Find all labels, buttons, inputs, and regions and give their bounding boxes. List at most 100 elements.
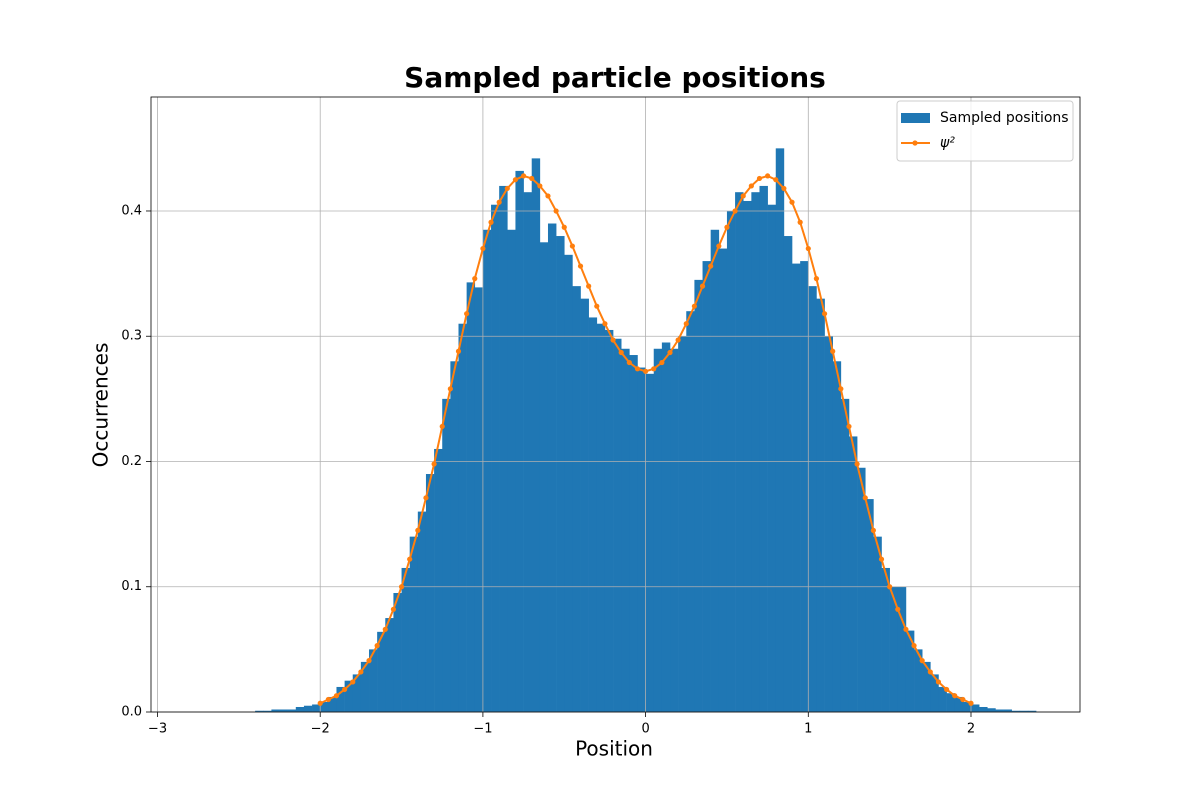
histogram-bar <box>938 686 947 712</box>
line-marker <box>561 224 567 230</box>
line-marker <box>447 386 453 392</box>
histogram-bar <box>303 705 313 712</box>
line-marker <box>488 219 494 225</box>
histogram-bar <box>425 474 435 712</box>
line-marker <box>415 527 421 533</box>
histogram-bar <box>775 148 785 713</box>
histogram-bar <box>848 436 858 712</box>
line-marker <box>325 696 331 703</box>
line-marker <box>708 263 714 269</box>
histogram-bar <box>393 593 402 712</box>
histogram-bar <box>442 398 451 712</box>
histogram-bar <box>686 311 695 712</box>
histogram-bar <box>881 567 890 712</box>
histogram-bar <box>832 361 842 712</box>
line-marker <box>569 243 575 249</box>
histogram-bar <box>320 701 329 712</box>
line-marker <box>911 643 917 649</box>
line-marker <box>480 245 486 252</box>
line-marker <box>642 368 649 374</box>
histogram-bar <box>743 200 752 712</box>
line-marker <box>545 193 551 199</box>
line-marker <box>512 177 519 183</box>
histogram-bar <box>613 338 622 712</box>
histogram-bar <box>360 661 370 712</box>
line-marker <box>740 193 746 199</box>
x-tick-label: 1 <box>804 722 812 737</box>
line-marker <box>659 359 665 366</box>
x-tick-label: −2 <box>311 722 330 737</box>
line-marker <box>423 495 429 501</box>
x-axis-label: Position <box>575 737 653 761</box>
line-marker <box>887 584 893 590</box>
line-marker <box>699 283 706 289</box>
line-marker <box>691 303 698 309</box>
line-marker <box>765 173 771 179</box>
histogram-bar <box>1003 709 1012 712</box>
line-marker <box>577 263 584 269</box>
histogram-bar <box>889 586 899 712</box>
histogram-bar <box>621 348 630 712</box>
histogram-bar <box>499 185 508 712</box>
chart-title: Sampled particle positions <box>404 61 826 94</box>
line-marker <box>683 321 689 327</box>
y-tick-label: 0.2 <box>121 454 142 469</box>
line-marker <box>594 303 600 309</box>
histogram-bar <box>287 709 297 712</box>
histogram-bar <box>995 709 1004 712</box>
line-marker <box>675 337 681 343</box>
line-marker <box>854 461 860 467</box>
histogram-bar <box>645 373 655 712</box>
histogram-bar <box>263 710 272 712</box>
histogram-bar <box>751 192 760 712</box>
line-marker <box>805 245 811 252</box>
histogram-bar <box>507 229 516 713</box>
y-tick-label: 0.3 <box>121 329 142 344</box>
line-marker <box>870 527 876 533</box>
histogram-bar <box>702 261 711 712</box>
histogram-bar <box>678 336 687 712</box>
line-marker <box>374 643 380 649</box>
line-marker <box>333 693 340 699</box>
histogram-bar <box>344 680 354 712</box>
histogram-bar <box>962 701 972 712</box>
line-marker <box>529 175 535 182</box>
histogram-bar <box>767 204 777 713</box>
histogram-bar <box>458 323 467 712</box>
line-marker <box>927 669 933 675</box>
line-marker <box>716 243 722 249</box>
line-marker <box>830 348 836 354</box>
histogram-bar <box>979 706 988 712</box>
histogram-bar <box>588 317 598 712</box>
histogram-bar <box>401 567 410 712</box>
histogram-bar <box>922 661 931 712</box>
histogram-bar <box>1027 710 1037 712</box>
histogram-bar <box>987 708 996 712</box>
x-tick-label: −1 <box>473 722 492 737</box>
line-marker <box>455 348 462 354</box>
line-marker <box>342 686 348 693</box>
line-marker <box>390 606 397 612</box>
legend-label: Sampled positions <box>940 110 1069 126</box>
histogram-bar <box>637 367 646 712</box>
y-tick-label: 0.0 <box>121 705 142 720</box>
histogram-bar <box>718 248 728 712</box>
histogram-bar <box>482 229 492 713</box>
line-marker <box>626 359 632 366</box>
histogram-bar <box>596 323 606 712</box>
line-marker <box>952 693 958 699</box>
histogram-bar <box>417 511 427 712</box>
histogram-bar <box>312 704 321 712</box>
line-marker <box>618 349 624 356</box>
line-marker <box>895 606 901 612</box>
histogram-bar <box>897 586 907 712</box>
plot-frame <box>150 96 1081 713</box>
line-marker <box>431 461 437 467</box>
line-marker <box>813 276 820 282</box>
line-marker <box>781 185 787 192</box>
histogram-bar <box>466 282 476 712</box>
line-marker <box>610 337 616 343</box>
y-tick-label: 0.1 <box>121 579 142 594</box>
line-marker <box>919 658 925 664</box>
